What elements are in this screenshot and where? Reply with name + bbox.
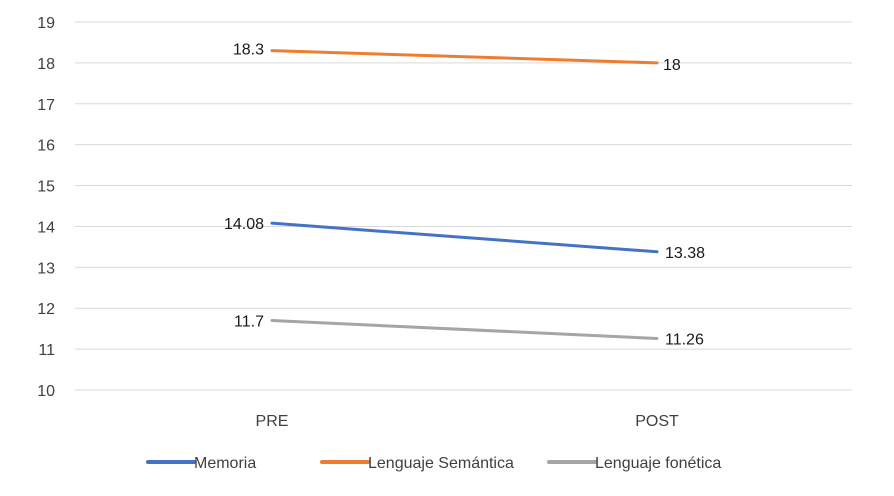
- y-tick-label: 15: [37, 179, 55, 196]
- x-axis: PRE POST: [256, 413, 679, 430]
- y-tick-label: 12: [37, 301, 55, 318]
- x-tick-label: POST: [635, 413, 679, 430]
- series-lines: [270, 49, 659, 340]
- legend-label-2: Lenguaje Semántica: [368, 455, 514, 472]
- data-label: 18.3: [233, 42, 264, 59]
- legend: Memoria Lenguaje Semántica Lenguaje fonéti…: [146, 455, 721, 472]
- series-line-2: [270, 49, 659, 65]
- y-tick-label: 19: [37, 15, 55, 32]
- y-tick-label: 13: [37, 260, 55, 277]
- data-labels: 14.08 13.38 18.3 18 11.7 11.26: [224, 42, 705, 349]
- y-tick-label: 10: [37, 383, 55, 400]
- legend-label-3: Lenguaje fonética: [595, 455, 721, 472]
- series-line-1: [270, 221, 659, 254]
- data-label: 18: [663, 57, 681, 74]
- data-label: 14.08: [224, 216, 264, 233]
- data-label: 13.38: [665, 245, 705, 262]
- legend-label-1: Memoria: [194, 455, 256, 472]
- y-tick-label: 16: [37, 138, 55, 155]
- y-tick-label: 11: [38, 342, 55, 359]
- gridlines: [75, 21, 852, 391]
- x-tick-label: PRE: [256, 413, 289, 430]
- y-axis: 10 11 12 13 14 15 16 17 18 19: [37, 15, 55, 400]
- y-tick-label: 18: [37, 56, 55, 73]
- y-tick-label: 17: [37, 97, 55, 114]
- data-label: 11.7: [234, 313, 264, 330]
- series-line-3: [270, 318, 659, 340]
- data-label: 11.26: [665, 331, 704, 348]
- y-tick-label: 14: [37, 219, 55, 236]
